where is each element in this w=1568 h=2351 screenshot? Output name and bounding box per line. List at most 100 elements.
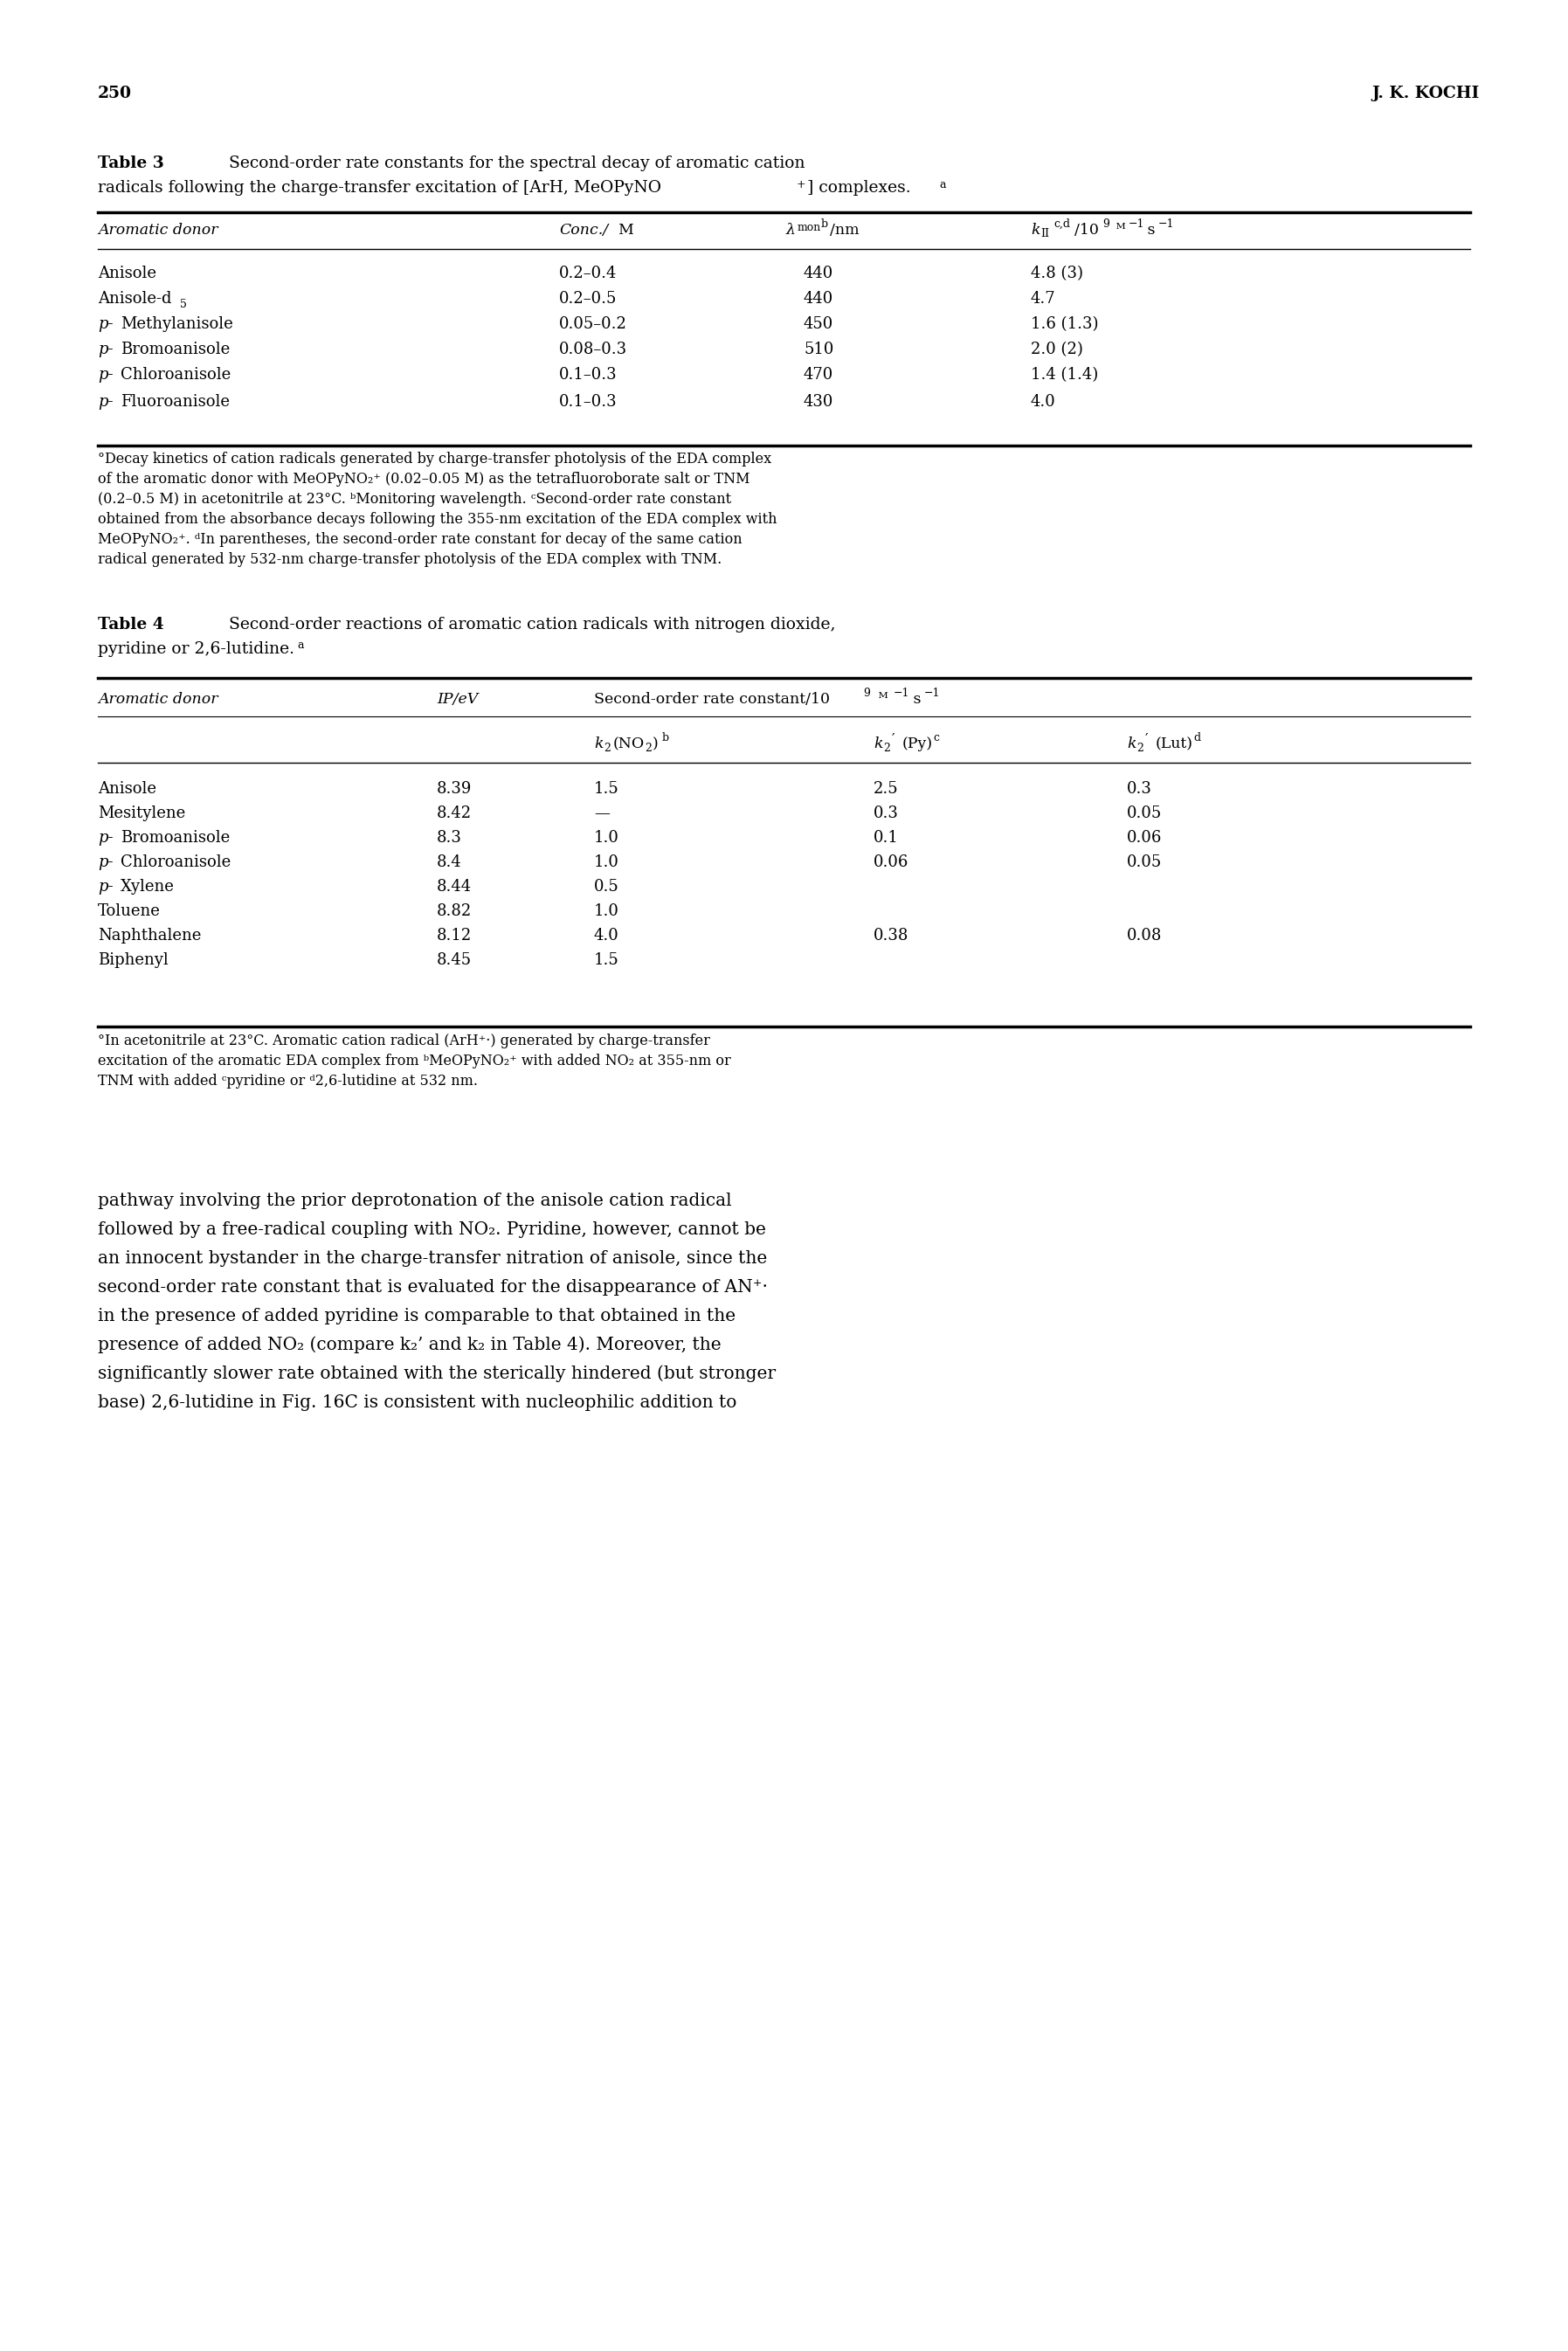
Text: p-: p- bbox=[97, 395, 113, 409]
Text: of the aromatic donor with MeOPyNO₂⁺ (0.02–0.05 M) as the tetrafluoroborate salt: of the aromatic donor with MeOPyNO₂⁺ (0.… bbox=[97, 473, 750, 487]
Text: p-: p- bbox=[97, 853, 113, 870]
Text: 8.4: 8.4 bbox=[437, 853, 463, 870]
Text: mon: mon bbox=[798, 221, 822, 233]
Text: 2: 2 bbox=[1137, 743, 1143, 755]
Text: 250: 250 bbox=[97, 85, 132, 101]
Text: −1: −1 bbox=[1159, 219, 1174, 230]
Text: 0.1–0.3: 0.1–0.3 bbox=[560, 367, 618, 383]
Text: 8.82: 8.82 bbox=[437, 903, 472, 919]
Text: λ: λ bbox=[786, 223, 797, 237]
Text: 4.0: 4.0 bbox=[1030, 395, 1055, 409]
Text: Second-order rate constant/10: Second-order rate constant/10 bbox=[594, 691, 829, 708]
Text: II: II bbox=[1041, 228, 1049, 240]
Text: b: b bbox=[662, 731, 670, 743]
Text: 0.3: 0.3 bbox=[1127, 781, 1152, 797]
Text: k: k bbox=[1127, 736, 1137, 752]
Text: 1.0: 1.0 bbox=[594, 903, 619, 919]
Text: p-: p- bbox=[97, 879, 113, 896]
Text: −1: −1 bbox=[894, 686, 909, 698]
Text: followed by a free-radical coupling with NO₂. Pyridine, however, cannot be: followed by a free-radical coupling with… bbox=[97, 1223, 767, 1239]
Text: 8.45: 8.45 bbox=[437, 952, 472, 969]
Text: Second-order reactions of aromatic cation radicals with nitrogen dioxide,: Second-order reactions of aromatic catio… bbox=[218, 616, 836, 632]
Text: Anisole: Anisole bbox=[97, 266, 157, 282]
Text: Table 4: Table 4 bbox=[97, 616, 165, 632]
Text: +: + bbox=[797, 179, 806, 190]
Text: —: — bbox=[594, 806, 610, 820]
Text: d: d bbox=[1193, 731, 1201, 743]
Text: ): ) bbox=[652, 736, 659, 752]
Text: (NO: (NO bbox=[613, 736, 644, 752]
Text: 1.5: 1.5 bbox=[594, 781, 619, 797]
Text: MeOPyNO₂⁺. ᵈIn parentheses, the second-order rate constant for decay of the same: MeOPyNO₂⁺. ᵈIn parentheses, the second-o… bbox=[97, 531, 742, 548]
Text: 9: 9 bbox=[862, 686, 870, 698]
Text: J. K. KOCHI: J. K. KOCHI bbox=[1372, 85, 1479, 101]
Text: 9: 9 bbox=[1102, 219, 1109, 230]
Text: pyridine or 2,6-lutidine.: pyridine or 2,6-lutidine. bbox=[97, 642, 295, 656]
Text: 2.5: 2.5 bbox=[873, 781, 898, 797]
Text: 0.1: 0.1 bbox=[873, 830, 898, 846]
Text: 440: 440 bbox=[804, 292, 834, 306]
Text: ᴹ: ᴹ bbox=[1112, 223, 1126, 237]
Text: presence of added NO₂ (compare k₂’ and k₂ in Table 4). Moreover, the: presence of added NO₂ (compare k₂’ and k… bbox=[97, 1335, 721, 1354]
Text: s: s bbox=[1143, 223, 1156, 237]
Text: TNM with added ᶜpyridine or ᵈ2,6-lutidine at 532 nm.: TNM with added ᶜpyridine or ᵈ2,6-lutidin… bbox=[97, 1074, 478, 1089]
Text: a: a bbox=[939, 179, 946, 190]
Text: 0.08: 0.08 bbox=[1127, 929, 1162, 943]
Text: 0.3: 0.3 bbox=[873, 806, 898, 820]
Text: c,d: c,d bbox=[1054, 219, 1069, 230]
Text: p-: p- bbox=[97, 830, 113, 846]
Text: 0.38: 0.38 bbox=[873, 929, 909, 943]
Text: Mesitylene: Mesitylene bbox=[97, 806, 185, 820]
Text: 440: 440 bbox=[804, 266, 834, 282]
Text: radical generated by 532-nm charge-transfer photolysis of the EDA complex with T: radical generated by 532-nm charge-trans… bbox=[97, 552, 721, 567]
Text: (Py): (Py) bbox=[902, 736, 933, 752]
Text: k: k bbox=[873, 736, 883, 752]
Text: 8.39: 8.39 bbox=[437, 781, 472, 797]
Text: Xylene: Xylene bbox=[121, 879, 174, 896]
Text: radicals following the charge-transfer excitation of [ArH, MeOPyNO: radicals following the charge-transfer e… bbox=[97, 181, 662, 195]
Text: 0.05: 0.05 bbox=[1127, 853, 1162, 870]
Text: 0.2–0.5: 0.2–0.5 bbox=[560, 292, 618, 306]
Text: Anisole-d: Anisole-d bbox=[97, 292, 171, 306]
Text: Biphenyl: Biphenyl bbox=[97, 952, 168, 969]
Text: 0.1–0.3: 0.1–0.3 bbox=[560, 395, 618, 409]
Text: Conc./: Conc./ bbox=[560, 223, 608, 237]
Text: in the presence of added pyridine is comparable to that obtained in the: in the presence of added pyridine is com… bbox=[97, 1307, 735, 1324]
Text: ] complexes.: ] complexes. bbox=[808, 181, 911, 195]
Text: Bromoanisole: Bromoanisole bbox=[121, 830, 230, 846]
Text: 1.0: 1.0 bbox=[594, 853, 619, 870]
Text: 4.8 (3): 4.8 (3) bbox=[1030, 266, 1083, 282]
Text: 0.05–0.2: 0.05–0.2 bbox=[560, 317, 627, 331]
Text: s: s bbox=[908, 691, 920, 708]
Text: an innocent bystander in the charge-transfer nitration of anisole, since the: an innocent bystander in the charge-tran… bbox=[97, 1251, 767, 1267]
Text: 8.44: 8.44 bbox=[437, 879, 472, 896]
Text: −1: −1 bbox=[1129, 219, 1145, 230]
Text: 0.06: 0.06 bbox=[1127, 830, 1162, 846]
Text: 470: 470 bbox=[804, 367, 834, 383]
Text: Table 3: Table 3 bbox=[97, 155, 165, 172]
Text: ′: ′ bbox=[1145, 731, 1148, 748]
Text: 510: 510 bbox=[804, 341, 834, 357]
Text: k: k bbox=[1030, 223, 1040, 237]
Text: pathway involving the prior deprotonation of the anisole cation radical: pathway involving the prior deprotonatio… bbox=[97, 1192, 732, 1208]
Text: Naphthalene: Naphthalene bbox=[97, 929, 201, 943]
Text: a: a bbox=[296, 639, 304, 651]
Text: Aromatic donor: Aromatic donor bbox=[97, 223, 218, 237]
Text: 2: 2 bbox=[604, 743, 610, 755]
Text: °Decay kinetics of cation radicals generated by charge-transfer photolysis of th: °Decay kinetics of cation radicals gener… bbox=[97, 451, 771, 465]
Text: (Lut): (Lut) bbox=[1156, 736, 1193, 752]
Text: ′: ′ bbox=[892, 731, 895, 748]
Text: 450: 450 bbox=[804, 317, 834, 331]
Text: c: c bbox=[933, 731, 939, 743]
Text: 0.05: 0.05 bbox=[1127, 806, 1162, 820]
Text: 2: 2 bbox=[644, 743, 652, 755]
Text: M: M bbox=[618, 223, 633, 237]
Text: 1.0: 1.0 bbox=[594, 830, 619, 846]
Text: p-: p- bbox=[97, 341, 113, 357]
Text: 4.0: 4.0 bbox=[594, 929, 619, 943]
Text: 0.08–0.3: 0.08–0.3 bbox=[560, 341, 627, 357]
Text: 4.7: 4.7 bbox=[1030, 292, 1055, 306]
Text: 5: 5 bbox=[180, 299, 187, 310]
Text: Toluene: Toluene bbox=[97, 903, 160, 919]
Text: base) 2,6-lutidine in Fig. 16C is consistent with nucleophilic addition to: base) 2,6-lutidine in Fig. 16C is consis… bbox=[97, 1394, 737, 1411]
